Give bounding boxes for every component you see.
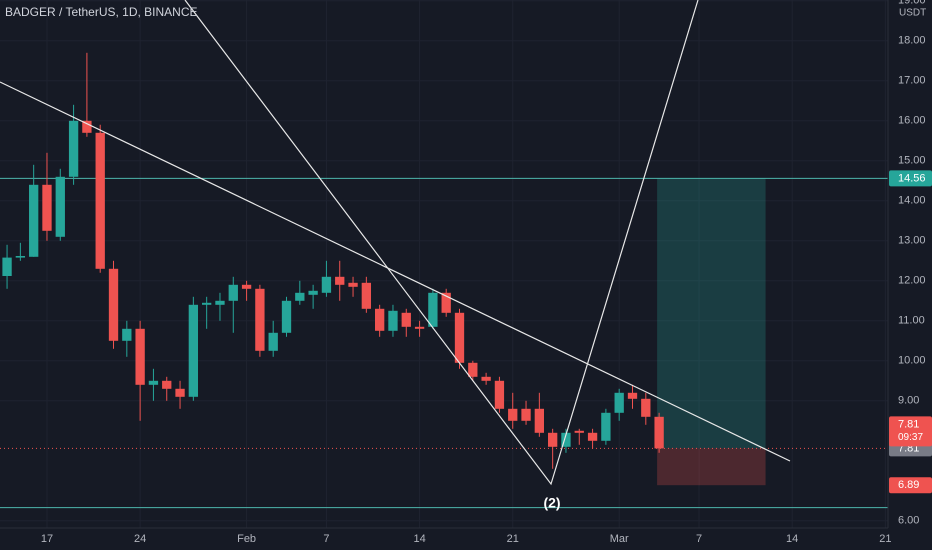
candle-body <box>281 300 292 333</box>
y-tick-label: 15.00 <box>898 155 926 167</box>
candle-body <box>82 120 92 133</box>
x-tick-label: 24 <box>134 533 146 545</box>
candle-body <box>15 256 26 258</box>
candle-body <box>268 332 278 351</box>
target-label: 14.56 <box>898 172 926 184</box>
candle-body <box>335 276 345 285</box>
y-tick-label: 14.00 <box>898 195 926 207</box>
y-tick-label: 6.00 <box>898 515 919 527</box>
trend-line <box>0 81 791 462</box>
candle-body <box>2 257 12 276</box>
x-tick-label: 21 <box>879 533 891 545</box>
x-tick-label: 7 <box>696 533 702 545</box>
candle-body <box>95 132 105 269</box>
target-zone <box>657 178 766 449</box>
candle-body <box>521 408 531 421</box>
zones <box>0 177 888 509</box>
target-label-bg <box>889 170 932 187</box>
y-tick-label: 12.00 <box>898 275 926 287</box>
labels: 6.00 9.00 10.00 11.00 12.00 13.00 14.00 15.00 16… <box>41 0 932 545</box>
candle-body <box>108 268 119 341</box>
candle-body <box>388 310 398 331</box>
candle-body <box>561 432 571 447</box>
stop-zone <box>657 448 766 486</box>
candle-body <box>255 288 265 351</box>
time-axis <box>0 528 888 550</box>
candle-body <box>321 276 332 293</box>
candle-body <box>148 380 159 385</box>
candle-body <box>188 304 199 397</box>
price-axis <box>888 0 932 550</box>
candle-body <box>441 292 451 313</box>
candle-body <box>135 328 145 385</box>
candle-body <box>55 176 65 237</box>
y-tick-label: 13.00 <box>898 235 926 247</box>
x-tick-label: Feb <box>237 533 256 545</box>
candle-body <box>122 328 132 341</box>
candle-body <box>228 284 238 301</box>
candle-body <box>547 432 558 447</box>
y-tick-label: 18.00 <box>898 35 926 47</box>
candle-body <box>241 284 252 289</box>
candle-body <box>508 408 518 421</box>
stop-label: 6.89 <box>898 479 919 491</box>
candle-body <box>494 380 505 409</box>
y-tick-label: 10.00 <box>898 355 926 367</box>
x-tick-label: 14 <box>786 533 798 545</box>
y-tick-label: 9.00 <box>898 395 919 407</box>
candle-body <box>428 292 438 327</box>
candle-body <box>361 282 372 309</box>
candle-body <box>627 392 638 399</box>
x-tick-label: 14 <box>413 533 425 545</box>
y-tick-label: 19.00 <box>898 0 926 7</box>
candle-body <box>375 308 385 331</box>
pattern-line <box>184 0 699 486</box>
countdown: 09:37 <box>898 432 923 443</box>
candle-body <box>162 380 172 389</box>
grid <box>0 0 888 528</box>
y-tick-label: 11.00 <box>898 315 925 327</box>
candle-body <box>574 430 584 433</box>
x-tick-label: Mar <box>610 533 629 545</box>
candle-body <box>614 392 624 413</box>
candle-body <box>468 362 478 377</box>
y-axis-label: USDT <box>899 8 926 19</box>
candle-body <box>202 302 212 305</box>
chart-title: BADGER / TetherUS, 1D, BINANCE <box>5 5 198 19</box>
annotation: (2) <box>543 495 560 511</box>
candle-body <box>641 398 651 417</box>
candles <box>2 52 664 469</box>
candle-body <box>587 432 598 441</box>
y-tick-label: 16.00 <box>898 115 926 127</box>
y-tick-label: 17.00 <box>898 75 926 87</box>
candle-body <box>175 388 185 397</box>
candle-body <box>68 120 79 177</box>
candle-body <box>29 184 39 257</box>
candle-body <box>414 326 425 329</box>
candle-body <box>601 412 611 441</box>
candle-body <box>42 184 52 231</box>
candle-body <box>401 312 411 327</box>
candle-body <box>454 312 465 363</box>
candle-body <box>215 300 225 305</box>
x-tick-label: 7 <box>323 533 329 545</box>
last-price-label: 7.81 <box>898 418 919 430</box>
x-tick-label: 17 <box>41 533 53 545</box>
x-tick-label: 21 <box>507 533 519 545</box>
candle-body <box>654 416 664 449</box>
candle-body <box>348 282 358 287</box>
candle-body <box>308 290 318 295</box>
candle-body <box>534 408 545 433</box>
stop-label-bg <box>889 477 932 494</box>
candle-body <box>295 292 305 301</box>
drawings <box>0 0 791 486</box>
candle-body <box>481 376 491 381</box>
last-price-bg <box>889 416 932 447</box>
